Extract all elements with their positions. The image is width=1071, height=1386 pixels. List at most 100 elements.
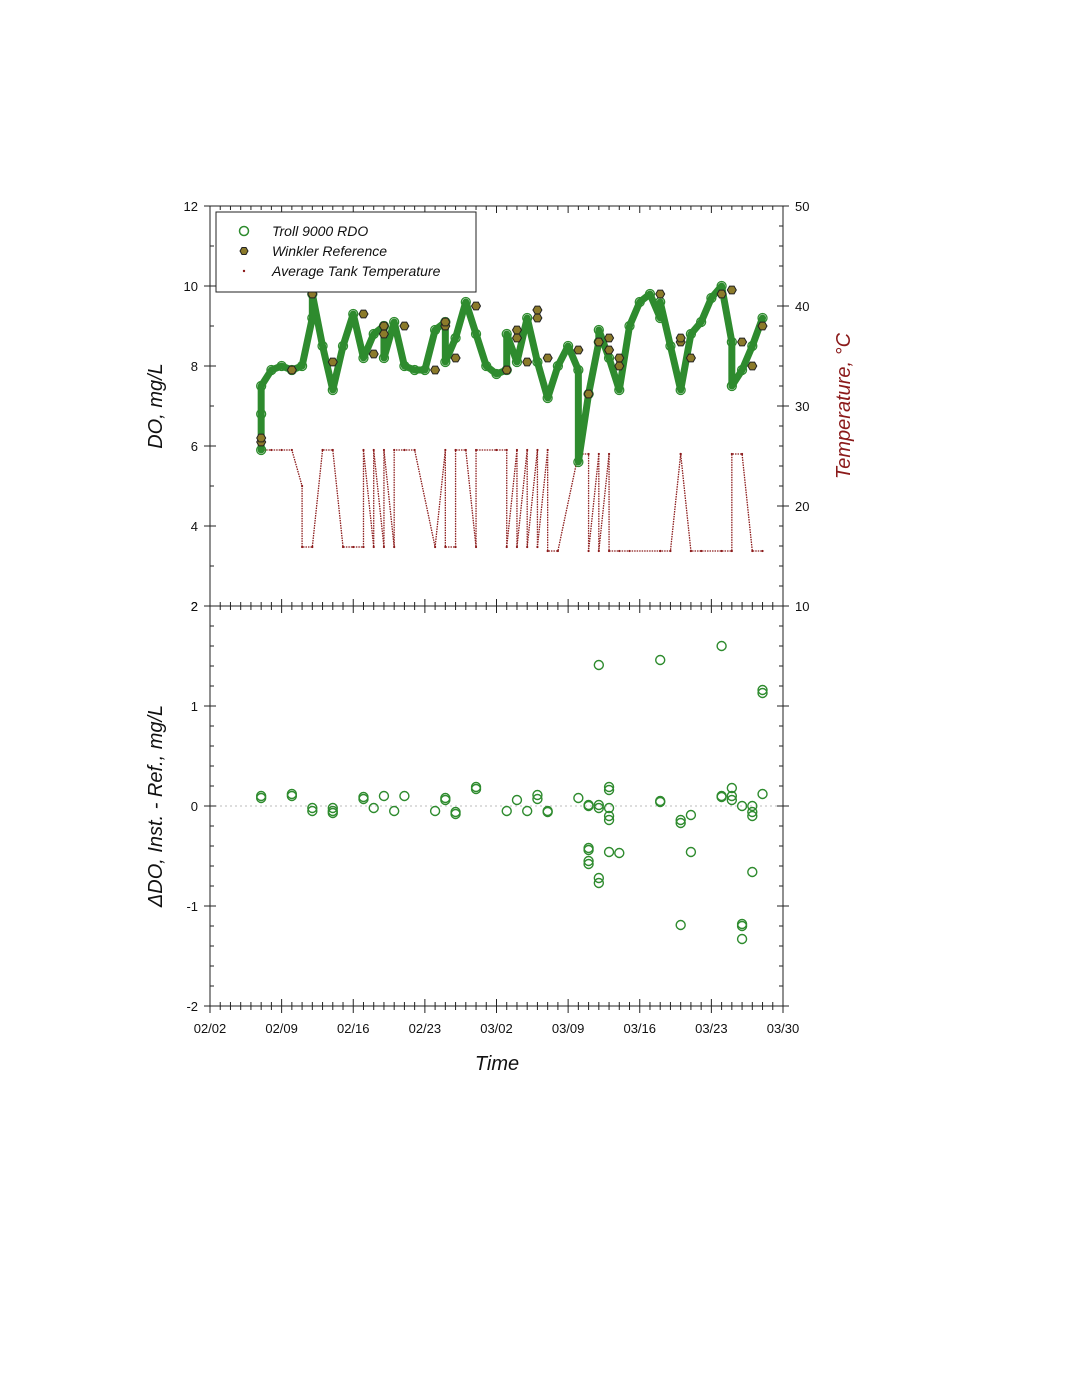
temperature-point — [393, 545, 396, 549]
temperature-point — [597, 452, 600, 456]
temperature-point — [515, 545, 519, 549]
winkler-reference-point — [511, 333, 523, 343]
troll-rdo-point — [532, 356, 543, 368]
troll-rdo-point — [266, 364, 277, 376]
y-tick-label: 8 — [191, 359, 198, 374]
winkler-reference-point — [726, 285, 737, 295]
troll-rdo-point — [378, 352, 390, 364]
delta-do-point — [603, 810, 615, 822]
temperature-point — [464, 448, 467, 452]
delta-do-point — [685, 809, 697, 821]
troll-rdo-point — [399, 360, 410, 372]
y2-tick-label: 10 — [795, 599, 809, 614]
delta-do-point — [603, 846, 615, 858]
x-tick-label: 03/16 — [623, 1021, 656, 1036]
winkler-reference-point — [614, 353, 625, 363]
winkler-reference-point — [256, 433, 267, 443]
do-temperature-panel: 2 4 6 8 10 12 10 20 30 40 50 Troll 9000 RDO Winkle… — [145, 199, 855, 614]
winkler-reference-point — [583, 389, 594, 399]
temperature-point — [474, 545, 478, 549]
delta-do-point — [655, 796, 666, 808]
delta-do-point — [603, 802, 615, 814]
temperature-point — [526, 448, 529, 452]
delta-do-point — [603, 781, 615, 793]
winkler-reference-point — [532, 305, 543, 315]
troll-rdo-point — [634, 296, 645, 308]
troll-rdo-point — [409, 364, 420, 376]
temperature-point — [679, 452, 682, 456]
y-tick-label: 1 — [191, 699, 198, 714]
y2-tick-label: 40 — [795, 299, 809, 314]
troll-rdo-point — [522, 312, 533, 324]
temperature-point — [382, 545, 386, 549]
temperature-point — [495, 448, 498, 452]
y2-tick-label: 30 — [795, 399, 809, 414]
temperature-point — [352, 545, 355, 549]
delta-do-point — [757, 684, 768, 696]
temperature-point — [730, 452, 733, 456]
temperature-point — [740, 452, 744, 456]
x-tick-label: 03/30 — [767, 1021, 800, 1036]
x-tick-label: 03/09 — [552, 1021, 585, 1036]
temperature-point — [720, 549, 723, 553]
delta-do-point — [255, 792, 267, 804]
temperature-point — [331, 448, 334, 452]
legend: Troll 9000 RDO Winkler Reference Average… — [215, 211, 477, 293]
temperature-point — [536, 448, 539, 452]
delta-do-point — [521, 805, 533, 817]
delta-do-point — [593, 659, 605, 671]
y-tick-label: 2 — [191, 599, 198, 614]
temperature-point — [607, 549, 611, 553]
delta-do-point — [532, 793, 543, 805]
delta-do-point — [747, 810, 758, 822]
delta-do-point — [593, 799, 605, 811]
troll-rdo-point — [337, 340, 349, 352]
troll-rdo-point — [368, 328, 379, 340]
troll-rdo-point — [491, 368, 502, 380]
delta-do-point — [685, 846, 697, 858]
delta-do-point — [327, 807, 338, 819]
temperature-point — [761, 549, 764, 553]
temperature-point — [444, 448, 447, 452]
temperature-point — [607, 452, 611, 456]
winkler-reference-point — [737, 337, 748, 347]
temperature-point — [382, 448, 386, 452]
x-tick-label: 02/09 — [265, 1021, 298, 1036]
temperature-point — [751, 549, 754, 553]
troll-rdo-point — [296, 360, 308, 372]
delta-do-point — [603, 784, 615, 796]
temperature-point — [372, 545, 375, 549]
troll-rdo-point — [552, 360, 564, 372]
delta-do-point — [399, 790, 410, 802]
temperature-point — [689, 549, 693, 553]
troll-rdo-point — [736, 364, 748, 376]
troll-rdo-point — [327, 384, 338, 396]
troll-rdo-point — [511, 356, 523, 368]
delta-do-point — [583, 855, 594, 867]
delta-do-point — [470, 783, 482, 795]
winkler-reference-point — [655, 289, 666, 299]
winkler-reference-point — [327, 357, 338, 367]
legend-marker-winkler — [239, 247, 249, 255]
troll-rdo-point — [470, 328, 482, 340]
troll-rdo-point — [726, 380, 737, 392]
delta-do-point — [655, 654, 666, 666]
temperature-point — [300, 545, 304, 549]
winkler-reference-point — [716, 289, 727, 299]
temperature-point — [618, 549, 621, 553]
troll-rdo-point — [624, 320, 635, 332]
winkler-reference-point — [501, 365, 512, 375]
temperature-point — [587, 549, 590, 553]
legend-box — [215, 211, 477, 293]
delta-do-point — [511, 794, 523, 806]
temperature-point — [659, 549, 662, 553]
winkler-reference-point — [358, 309, 369, 319]
winkler-reference-point — [614, 361, 625, 371]
winkler-reference-point — [286, 365, 297, 375]
delta-do-point — [736, 920, 748, 932]
delta-do-point — [388, 805, 400, 817]
troll-rdo-point — [542, 392, 553, 404]
temperature-point — [474, 448, 478, 452]
delta-do-point — [716, 640, 727, 652]
troll-rdo-point — [307, 312, 318, 324]
